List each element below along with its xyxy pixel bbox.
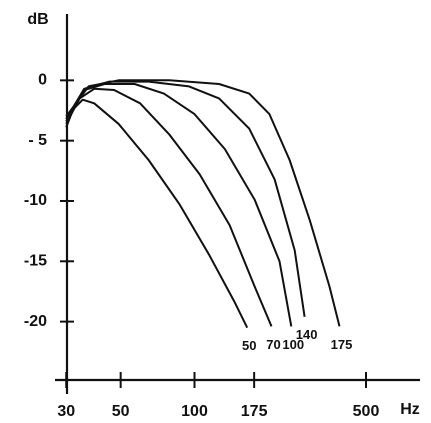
x-tick-label: 100 xyxy=(181,403,208,420)
y-tick-label: 0 xyxy=(38,72,47,89)
y-tick-label: - 5 xyxy=(28,132,47,149)
y-tick-label: -10 xyxy=(24,192,47,209)
y-axis-label: dB xyxy=(27,11,48,28)
x-tick-label: 500 xyxy=(353,403,380,420)
x-tick-label: 50 xyxy=(112,403,130,420)
response-curve xyxy=(65,80,306,317)
curve-label: 50 xyxy=(242,338,256,353)
x-tick-label: 30 xyxy=(57,403,75,420)
response-curve xyxy=(65,87,273,327)
y-tick-label: -20 xyxy=(24,313,47,330)
x-tick-label: 175 xyxy=(241,403,268,420)
response-curve xyxy=(65,79,341,327)
x-axis-label: Hz xyxy=(400,401,420,418)
response-curve xyxy=(65,83,293,327)
y-tick-label: -15 xyxy=(24,253,47,270)
curve-label: 70 xyxy=(266,337,280,352)
response-curve xyxy=(65,98,249,329)
curve-label: 100 xyxy=(282,337,304,352)
curve-label: 175 xyxy=(331,337,353,352)
curve-label: 140 xyxy=(296,327,318,342)
